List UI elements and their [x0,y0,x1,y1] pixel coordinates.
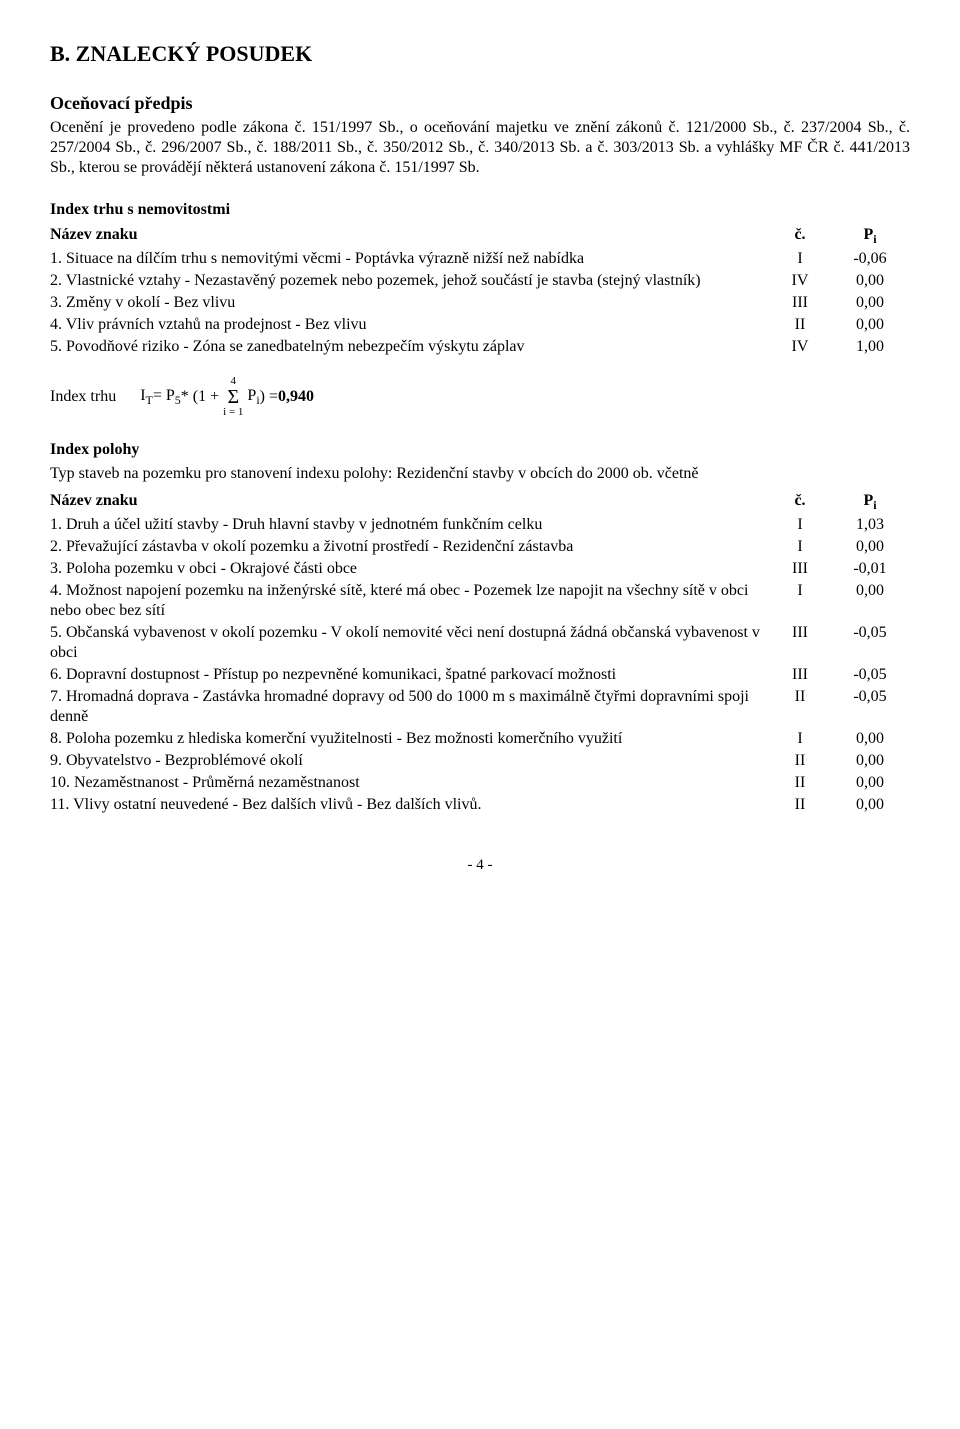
cell-c: II [770,314,830,336]
cell-c: II [770,686,830,728]
table-index-polohy: Název znaku č. Pi 1. Druh a účel užití s… [50,490,910,816]
paragraph-index-polohy-intro: Typ staveb na pozemku pro stanovení inde… [50,464,910,484]
cell-c: IV [770,336,830,358]
cell-p: -0,05 [830,622,910,664]
table-header-row: Název znaku č. Pi [50,490,910,514]
table-row: 4. Vliv právních vztahů na prodejnost - … [50,314,910,336]
cell-name: 10. Nezaměstnanost - Průměrná nezaměstna… [50,772,770,794]
table-header-row: Název znaku č. Pi [50,224,910,248]
cell-c: II [770,794,830,816]
cell-name: 1. Druh a účel užití stavby - Druh hlavn… [50,514,770,536]
cell-c: I [770,728,830,750]
cell-c: III [770,664,830,686]
sigma-icon: 4 Σ i = 1 [223,376,243,418]
cell-c: III [770,292,830,314]
cell-name: 7. Hromadná doprava - Zastávka hromadné … [50,686,770,728]
table-row: 9. Obyvatelstvo - Bezproblémové okolíII0… [50,750,910,772]
formula-label: Index trhu [50,387,116,407]
cell-c: IV [770,270,830,292]
header-p: Pi [830,224,910,248]
section-heading-index-trhu: Index trhu s nemovitostmi [50,200,910,220]
cell-name: 3. Změny v okolí - Bez vlivu [50,292,770,314]
cell-c: I [770,580,830,622]
cell-c: I [770,536,830,558]
cell-p: -0,05 [830,664,910,686]
formula-body: IT = P5 * (1 + 4 Σ i = 1 Pi ) = 0,940 [140,376,314,418]
table-row: 2. Převažující zástavba v okolí pozemku … [50,536,910,558]
page-title: B. ZNALECKÝ POSUDEK [50,40,910,68]
cell-p: 0,00 [830,292,910,314]
cell-c: I [770,248,830,270]
table-row: 5. Povodňové riziko - Zóna se zanedbatel… [50,336,910,358]
cell-p: 1,03 [830,514,910,536]
cell-name: 5. Občanská vybavenost v okolí pozemku -… [50,622,770,664]
header-p: Pi [830,490,910,514]
cell-p: 1,00 [830,336,910,358]
cell-name: 5. Povodňové riziko - Zóna se zanedbatel… [50,336,770,358]
cell-p: 0,00 [830,794,910,816]
header-name: Název znaku [50,490,770,514]
cell-name: 8. Poloha pozemku z hlediska komerční vy… [50,728,770,750]
cell-name: 2. Vlastnické vztahy - Nezastavěný pozem… [50,270,770,292]
table-row: 3. Poloha pozemku v obci - Okrajové část… [50,558,910,580]
cell-p: -0,05 [830,686,910,728]
cell-p: 0,00 [830,536,910,558]
cell-p: -0,06 [830,248,910,270]
cell-p: 0,00 [830,580,910,622]
formula-result: 0,940 [278,387,314,407]
paragraph-predpis: Ocenění je provedeno podle zákona č. 151… [50,118,910,178]
table-row: 1. Druh a účel užití stavby - Druh hlavn… [50,514,910,536]
table-row: 8. Poloha pozemku z hlediska komerční vy… [50,728,910,750]
cell-p: -0,01 [830,558,910,580]
page-number: - 4 - [50,856,910,875]
table-row: 11. Vlivy ostatní neuvedené - Bez dalšíc… [50,794,910,816]
section-heading-predpis: Oceňovací předpis [50,92,910,115]
cell-c: II [770,772,830,794]
cell-name: 11. Vlivy ostatní neuvedené - Bez dalšíc… [50,794,770,816]
table-row: 2. Vlastnické vztahy - Nezastavěný pozem… [50,270,910,292]
header-name: Název znaku [50,224,770,248]
cell-name: 6. Dopravní dostupnost - Přístup po nezp… [50,664,770,686]
cell-name: 4. Vliv právních vztahů na prodejnost - … [50,314,770,336]
cell-name: 1. Situace na dílčím trhu s nemovitými v… [50,248,770,270]
cell-p: 0,00 [830,728,910,750]
cell-p: 0,00 [830,314,910,336]
cell-p: 0,00 [830,772,910,794]
table-row: 1. Situace na dílčím trhu s nemovitými v… [50,248,910,270]
table-row: 4. Možnost napojení pozemku na inženýrsk… [50,580,910,622]
cell-c: III [770,622,830,664]
cell-c: II [770,750,830,772]
table-row: 3. Změny v okolí - Bez vlivuIII0,00 [50,292,910,314]
table-row: 6. Dopravní dostupnost - Přístup po nezp… [50,664,910,686]
cell-c: III [770,558,830,580]
table-row: 5. Občanská vybavenost v okolí pozemku -… [50,622,910,664]
header-c: č. [770,224,830,248]
header-c: č. [770,490,830,514]
table-index-trhu: Název znaku č. Pi 1. Situace na dílčím t… [50,224,910,358]
table-row: 10. Nezaměstnanost - Průměrná nezaměstna… [50,772,910,794]
cell-c: I [770,514,830,536]
cell-p: 0,00 [830,270,910,292]
cell-name: 9. Obyvatelstvo - Bezproblémové okolí [50,750,770,772]
cell-name: 2. Převažující zástavba v okolí pozemku … [50,536,770,558]
cell-p: 0,00 [830,750,910,772]
table-row: 7. Hromadná doprava - Zastávka hromadné … [50,686,910,728]
section-heading-index-polohy: Index polohy [50,440,910,460]
formula-index-trhu: Index trhu IT = P5 * (1 + 4 Σ i = 1 Pi )… [50,376,910,418]
cell-name: 3. Poloha pozemku v obci - Okrajové část… [50,558,770,580]
cell-name: 4. Možnost napojení pozemku na inženýrsk… [50,580,770,622]
